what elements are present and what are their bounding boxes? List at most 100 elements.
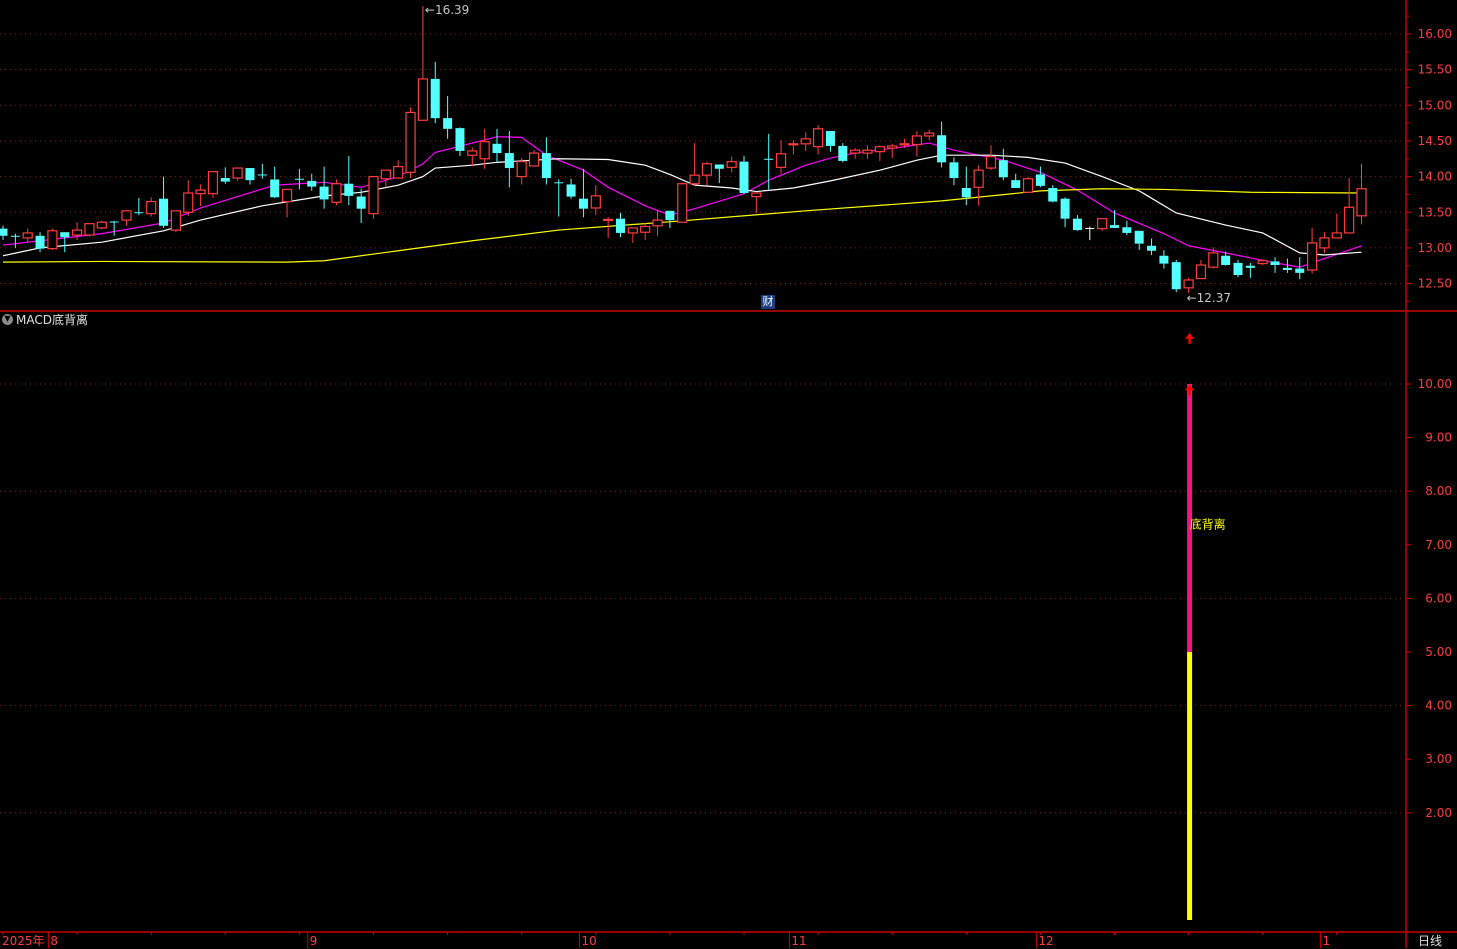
period-label[interactable]: 日线 — [1418, 934, 1443, 948]
candle-down — [134, 212, 144, 214]
price-tick-label: 12.50 — [1418, 277, 1452, 291]
month-label: 12 — [1038, 934, 1053, 948]
candle-up — [47, 230, 58, 250]
low-price-label: ←12.37 — [1187, 291, 1231, 305]
candle-down — [220, 178, 230, 182]
finance-badge[interactable]: 财 — [761, 295, 775, 309]
candle-up — [899, 143, 910, 146]
candle-down — [961, 188, 971, 198]
indicator-tick-label: 2.00 — [1425, 806, 1452, 820]
candle-down — [344, 183, 354, 196]
candle-up — [281, 188, 293, 203]
candle-up — [1208, 252, 1219, 268]
price-tick-label: 14.00 — [1418, 170, 1452, 184]
candle-up — [874, 146, 885, 153]
signal-bar-segment — [1187, 652, 1193, 920]
candle-up — [973, 169, 984, 188]
candle-up — [1257, 260, 1268, 265]
indicator-tick-label: 9.00 — [1425, 431, 1452, 445]
candle-up — [146, 200, 157, 215]
candle-up — [800, 138, 811, 145]
price-tick-label: 13.00 — [1418, 241, 1452, 255]
price-tick-label: 15.50 — [1418, 63, 1452, 77]
candle-up — [71, 229, 83, 236]
indicator-tick-label: 10.00 — [1418, 377, 1452, 391]
candle-up — [528, 152, 540, 167]
candle-down — [541, 153, 551, 179]
candle-down — [1134, 230, 1144, 244]
candle-down — [443, 118, 453, 129]
candle-down — [1011, 180, 1021, 189]
candle-up — [1356, 188, 1367, 217]
candle-down — [578, 198, 588, 209]
candle-down — [1270, 261, 1280, 266]
candle-down — [430, 78, 440, 119]
candle-down — [554, 182, 564, 184]
price-tick-label: 16.00 — [1418, 27, 1452, 41]
candle-up — [590, 195, 601, 209]
candle-up — [417, 78, 428, 121]
candle-down — [616, 218, 625, 233]
candle-up — [195, 189, 206, 195]
candle-down — [504, 153, 514, 169]
candle-up — [640, 225, 651, 233]
indicator-tick-label: 8.00 — [1425, 484, 1452, 498]
divergence-label: 底背离 — [1190, 516, 1226, 531]
indicator-tick-label: 4.00 — [1425, 699, 1452, 713]
candle-up — [788, 143, 799, 146]
candle-up — [1195, 264, 1207, 280]
candle-up — [887, 145, 898, 149]
candle-down — [270, 179, 280, 198]
candle-down — [109, 221, 119, 223]
candle-up — [652, 219, 663, 227]
indicator-tick-label: 7.00 — [1425, 538, 1452, 552]
candle-down — [1035, 174, 1045, 186]
candle-down — [1110, 225, 1119, 228]
candle-up — [751, 192, 762, 198]
candle-down — [60, 232, 70, 238]
candle-down — [1159, 255, 1169, 264]
up-arrow-icon — [1185, 332, 1195, 344]
candle-down — [838, 145, 848, 161]
candle-down — [455, 128, 465, 151]
candle-down — [1147, 245, 1157, 251]
candle-up — [368, 176, 379, 215]
candle-up — [775, 153, 787, 168]
candle-down — [492, 143, 502, 154]
candle-up — [96, 221, 107, 229]
candle-down — [35, 235, 45, 249]
candle-down — [937, 135, 947, 163]
candle-down — [1072, 218, 1082, 231]
indicator-header[interactable]: ▼ MACD底背离 — [2, 311, 88, 327]
candle-down — [0, 228, 8, 236]
candle-up — [1319, 237, 1330, 249]
candle-down — [1048, 188, 1058, 202]
high-price-label: ←16.39 — [425, 3, 469, 17]
candle-down — [1245, 265, 1255, 268]
candle-up — [380, 169, 391, 180]
candle-down — [739, 161, 749, 193]
candle-up — [812, 128, 824, 148]
candle-up — [516, 161, 527, 178]
candle-down — [1233, 262, 1243, 275]
candle-up — [232, 167, 243, 179]
indicator-tick-label: 3.00 — [1425, 752, 1452, 766]
candle-up — [726, 161, 737, 168]
candle-up — [850, 149, 861, 154]
month-label: 11 — [791, 934, 806, 948]
candle-down — [257, 174, 267, 176]
month-label: 8 — [50, 934, 58, 948]
indicator-title: MACD底背离 — [16, 312, 88, 327]
candle-up — [677, 183, 688, 223]
candle-up — [603, 218, 614, 221]
candle-down — [566, 184, 576, 197]
candle-up — [479, 141, 490, 160]
candle-up — [627, 227, 638, 234]
candle-up — [331, 183, 342, 203]
candle-up — [1183, 279, 1194, 289]
chevron-down-icon[interactable]: ▼ — [2, 313, 13, 325]
candle-down — [10, 235, 20, 237]
candle-down — [665, 210, 675, 221]
candle-down — [825, 130, 835, 146]
